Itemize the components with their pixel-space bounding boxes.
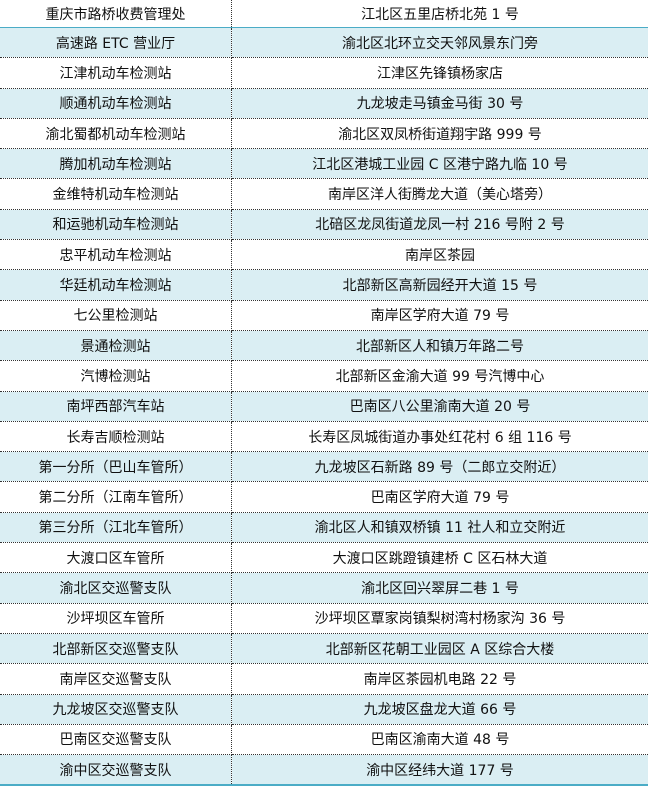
address-cell: 长寿区凤城街道办事处红花村 6 组 116 号: [231, 421, 648, 453]
address-cell: 北部新区金渝大道 99 号汽博中心: [231, 360, 648, 392]
address-cell: 沙坪坝区覃家岗镇梨树湾村杨家沟 36 号: [231, 603, 648, 634]
address-cell: 北部新区人和镇万年路二号: [231, 330, 648, 362]
station-name-cell: 长寿吉顺检测站: [0, 421, 232, 453]
station-name-cell: 北部新区交巡警支队: [0, 633, 232, 665]
table-row: 沙坪坝区车管所 沙坪坝区覃家岗镇梨树湾村杨家沟 36 号: [0, 603, 648, 634]
station-name-cell: 忠平机动车检测站: [0, 239, 232, 271]
address-cell: 南岸区茶园机电路 22 号: [231, 663, 648, 695]
station-name-cell: 南坪西部汽车站: [0, 391, 232, 422]
table-row: 九龙坡区交巡警支队 九龙坡区盘龙大道 66 号: [0, 694, 648, 725]
address-cell: 渝北区北环立交天邻风景东门旁: [231, 27, 648, 59]
station-name-cell: 和运驰机动车检测站: [0, 209, 232, 241]
station-name-cell: 华廷机动车检测站: [0, 269, 232, 301]
address-cell: 大渡口区跳蹬镇建桥 C 区石林大道: [231, 542, 648, 574]
station-name-cell: 江津机动车检测站: [0, 57, 232, 89]
address-cell: 巴南区渝南大道 48 号: [231, 724, 648, 756]
address-cell: 渝北区人和镇双桥镇 11 社人和立交附近: [231, 512, 648, 544]
station-name-cell: 七公里检测站: [0, 300, 232, 331]
table-row: 重庆市路桥收费管理处 江北区五里店桥北苑 1 号: [0, 0, 648, 28]
table-row: 顺通机动车检测站 九龙坡走马镇金马街 30 号: [0, 88, 648, 119]
table-row: 七公里检测站 南岸区学府大道 79 号: [0, 300, 648, 331]
table-row: 江津机动车检测站 江津区先锋镇杨家店: [0, 57, 648, 89]
station-name-cell: 渝北区交巡警支队: [0, 572, 232, 604]
station-name-cell: 巴南区交巡警支队: [0, 724, 232, 756]
table-row: 北部新区交巡警支队 北部新区花朝工业园区 A 区综合大楼: [0, 633, 648, 665]
table-row: 渝中区交巡警支队 渝中区经纬大道 177 号: [0, 754, 648, 787]
table-row: 华廷机动车检测站 北部新区高新园经开大道 15 号: [0, 269, 648, 301]
station-name-cell: 景通检测站: [0, 330, 232, 362]
table-row: 渝北区交巡警支队 渝北区回兴翠屏二巷 1 号: [0, 572, 648, 604]
station-name-cell: 九龙坡区交巡警支队: [0, 694, 232, 725]
table-row: 第三分所（江北车管所） 渝北区人和镇双桥镇 11 社人和立交附近: [0, 512, 648, 544]
station-name-cell: 第二分所（江南车管所）: [0, 481, 232, 513]
station-name-cell: 第一分所（巴山车管所）: [0, 451, 232, 483]
address-cell: 南岸区洋人街腾龙大道（美心塔旁）: [231, 178, 648, 210]
table-row: 大渡口区车管所 大渡口区跳蹬镇建桥 C 区石林大道: [0, 542, 648, 574]
address-cell: 九龙坡区石新路 89 号（二郎立交附近）: [231, 451, 648, 483]
station-name-cell: 重庆市路桥收费管理处: [0, 0, 232, 28]
station-name-cell: 腾加机动车检测站: [0, 148, 232, 180]
address-cell: 南岸区学府大道 79 号: [231, 300, 648, 331]
address-cell: 南岸区茶园: [231, 239, 648, 271]
station-name-cell: 顺通机动车检测站: [0, 88, 232, 119]
address-cell: 江北区港城工业园 C 区港宁路九临 10 号: [231, 148, 648, 180]
table-row: 汽博检测站 北部新区金渝大道 99 号汽博中心: [0, 360, 648, 392]
address-cell: 渝北区双凤桥街道翔宇路 999 号: [231, 118, 648, 150]
table-row: 腾加机动车检测站 江北区港城工业园 C 区港宁路九临 10 号: [0, 148, 648, 180]
table-row: 长寿吉顺检测站 长寿区凤城街道办事处红花村 6 组 116 号: [0, 421, 648, 453]
address-cell: 巴南区学府大道 79 号: [231, 481, 648, 513]
address-cell: 江津区先锋镇杨家店: [231, 57, 648, 89]
address-cell: 北部新区高新园经开大道 15 号: [231, 269, 648, 301]
table-row: 第二分所（江南车管所） 巴南区学府大道 79 号: [0, 481, 648, 513]
address-cell: 江北区五里店桥北苑 1 号: [231, 0, 648, 28]
address-cell: 渝北区回兴翠屏二巷 1 号: [231, 572, 648, 604]
address-cell: 北碚区龙凤街道龙凤一村 216 号附 2 号: [231, 209, 648, 241]
table-row: 忠平机动车检测站 南岸区茶园: [0, 239, 648, 271]
address-cell: 巴南区八公里渝南大道 20 号: [231, 391, 648, 422]
table-row: 巴南区交巡警支队 巴南区渝南大道 48 号: [0, 724, 648, 756]
table-row: 和运驰机动车检测站 北碚区龙凤街道龙凤一村 216 号附 2 号: [0, 209, 648, 241]
station-name-cell: 高速路 ETC 营业厅: [0, 27, 232, 59]
table-row: 高速路 ETC 营业厅 渝北区北环立交天邻风景东门旁: [0, 27, 648, 59]
address-cell: 北部新区花朝工业园区 A 区综合大楼: [231, 633, 648, 665]
table-row: 渝北蜀都机动车检测站 渝北区双凤桥街道翔宇路 999 号: [0, 118, 648, 150]
table-row: 第一分所（巴山车管所） 九龙坡区石新路 89 号（二郎立交附近）: [0, 451, 648, 483]
address-cell: 渝中区经纬大道 177 号: [231, 754, 648, 787]
address-cell: 九龙坡走马镇金马街 30 号: [231, 88, 648, 119]
station-name-cell: 渝中区交巡警支队: [0, 754, 232, 787]
table-row: 南坪西部汽车站 巴南区八公里渝南大道 20 号: [0, 391, 648, 422]
table-row: 南岸区交巡警支队 南岸区茶园机电路 22 号: [0, 663, 648, 695]
table-row: 金维特机动车检测站 南岸区洋人街腾龙大道（美心塔旁）: [0, 178, 648, 210]
station-name-cell: 渝北蜀都机动车检测站: [0, 118, 232, 150]
table-row: 景通检测站 北部新区人和镇万年路二号: [0, 330, 648, 362]
station-name-cell: 金维特机动车检测站: [0, 178, 232, 210]
station-name-cell: 汽博检测站: [0, 360, 232, 392]
station-name-cell: 大渡口区车管所: [0, 542, 232, 574]
station-name-cell: 沙坪坝区车管所: [0, 603, 232, 634]
station-name-cell: 第三分所（江北车管所）: [0, 512, 232, 544]
station-name-cell: 南岸区交巡警支队: [0, 663, 232, 695]
address-cell: 九龙坡区盘龙大道 66 号: [231, 694, 648, 725]
